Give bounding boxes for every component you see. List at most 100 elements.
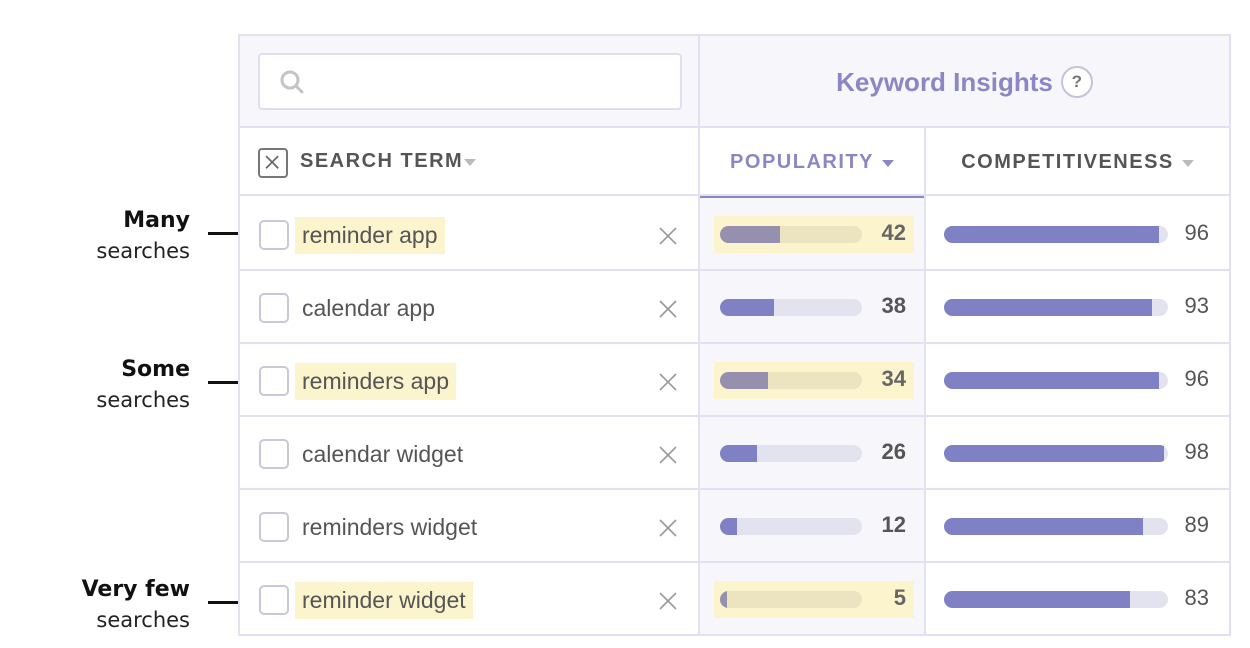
competitiveness-cell: 83 [926, 563, 1229, 634]
search-term: calendar widget [295, 436, 470, 473]
popularity-bar [720, 445, 862, 462]
competitiveness-bar-fill [944, 372, 1160, 389]
competitiveness-bar-fill [944, 445, 1164, 462]
close-icon[interactable] [658, 445, 678, 465]
table-row: reminder app 42 96 [240, 198, 1229, 271]
competitiveness-cell: 96 [926, 198, 1229, 269]
annotations: Many searches Some searches Very few sea… [0, 0, 246, 648]
row-checkbox[interactable] [259, 585, 289, 615]
search-term: calendar app [295, 290, 442, 327]
sort-competitiveness-button[interactable]: COMPETITIVENESS [961, 150, 1174, 173]
competitiveness-value: 93 [1184, 293, 1209, 318]
search-input[interactable] [320, 63, 670, 101]
search-term-label: reminder widget [302, 587, 466, 613]
column-header-search-term: SEARCH TERM [240, 128, 698, 196]
annotation-pointer [208, 601, 246, 604]
keyword-insights: Keyword Insights ? [700, 36, 1229, 128]
sort-popularity-button[interactable]: POPULARITY [730, 150, 874, 173]
competitiveness-cell: 96 [926, 344, 1229, 415]
competitiveness-bar [944, 591, 1168, 608]
help-icon[interactable]: ? [1060, 66, 1093, 98]
close-icon[interactable] [658, 518, 678, 538]
competitiveness-bar-fill [944, 591, 1130, 608]
competitiveness-bar [944, 445, 1168, 462]
competitiveness-bar-fill [944, 518, 1144, 535]
table-toolbar: Keyword Insights ? [240, 36, 1229, 128]
search-term-label: reminders widget [302, 514, 478, 540]
popularity-bar-fill [720, 518, 738, 535]
popularity-value: 26 [881, 439, 906, 464]
popularity-bar-fill [720, 226, 780, 243]
popularity-cell: 38 [700, 271, 924, 342]
competitiveness-bar [944, 518, 1168, 535]
keyword-table: Keyword Insights ? SEARCH TERM POPULARIT… [238, 34, 1231, 636]
popularity-value: 42 [881, 220, 906, 245]
annotation-light: searches [96, 388, 190, 412]
table-row: reminders widget 12 89 [240, 490, 1229, 563]
annotation-very-few: Very few searches [82, 575, 190, 635]
competitiveness-bar-fill [944, 299, 1153, 316]
search-term: reminders app [295, 363, 457, 400]
annotation-many: Many searches [96, 206, 190, 266]
annotation-strong: Some [121, 357, 190, 382]
close-icon[interactable] [658, 591, 678, 611]
popularity-bar [720, 518, 862, 535]
annotation-strong: Many [123, 208, 190, 233]
popularity-bar-fill [720, 445, 757, 462]
popularity-cell: 34 [700, 344, 924, 415]
clear-all-checkbox[interactable] [258, 148, 288, 178]
annotation-pointer [208, 381, 246, 384]
table-row: reminders app 34 96 [240, 344, 1229, 417]
search-term-label: calendar app [302, 295, 435, 321]
competitiveness-cell: 93 [926, 271, 1229, 342]
close-icon[interactable] [658, 299, 678, 319]
table-row: reminder widget 5 83 [240, 563, 1229, 636]
close-icon[interactable] [658, 226, 678, 246]
popularity-bar-fill [720, 591, 728, 608]
column-headers: SEARCH TERM POPULARITY COMPETITIVENESS [240, 128, 1229, 198]
popularity-value: 34 [881, 366, 906, 391]
column-header-competitiveness[interactable]: COMPETITIVENESS [926, 128, 1229, 196]
divider [924, 128, 926, 634]
search-term: reminder widget [295, 582, 473, 619]
close-icon[interactable] [658, 372, 678, 392]
row-checkbox[interactable] [259, 439, 289, 469]
divider [698, 128, 700, 634]
popularity-bar [720, 372, 862, 389]
popularity-cell: 42 [700, 198, 924, 269]
competitiveness-value: 96 [1184, 220, 1209, 245]
annotation-strong: Very few [81, 577, 190, 602]
competitiveness-cell: 98 [926, 417, 1229, 488]
competitiveness-value: 89 [1184, 512, 1209, 537]
row-checkbox[interactable] [259, 293, 289, 323]
popularity-value: 38 [881, 293, 906, 318]
competitiveness-cell: 89 [926, 490, 1229, 561]
insights-title: Keyword Insights [836, 66, 1053, 97]
popularity-bar-fill [720, 299, 774, 316]
competitiveness-value: 98 [1184, 439, 1209, 464]
popularity-cell: 12 [700, 490, 924, 561]
column-header-popularity[interactable]: POPULARITY [700, 128, 924, 198]
search-box[interactable] [258, 53, 682, 110]
competitiveness-value: 96 [1184, 366, 1209, 391]
annotation-some: Some searches [96, 355, 190, 415]
competitiveness-bar-fill [944, 226, 1160, 243]
popularity-bar-fill [720, 372, 769, 389]
popularity-cell: 26 [700, 417, 924, 488]
chevron-down-icon [464, 159, 476, 166]
row-checkbox[interactable] [259, 220, 289, 250]
competitiveness-bar [944, 299, 1168, 316]
annotation-light: searches [96, 608, 190, 632]
row-checkbox[interactable] [259, 512, 289, 542]
search-term-label: calendar widget [302, 441, 464, 467]
search-term-label: reminder app [302, 222, 438, 248]
competitiveness-bar [944, 372, 1168, 389]
search-term-label: reminders app [302, 368, 450, 394]
popularity-cell: 5 [700, 563, 924, 634]
popularity-value: 12 [881, 512, 906, 537]
chevron-down-icon [881, 159, 894, 167]
competitiveness-value: 83 [1184, 585, 1209, 610]
sort-search-term-button[interactable]: SEARCH TERM [300, 150, 464, 172]
search-term: reminder app [295, 217, 445, 254]
row-checkbox[interactable] [259, 366, 289, 396]
